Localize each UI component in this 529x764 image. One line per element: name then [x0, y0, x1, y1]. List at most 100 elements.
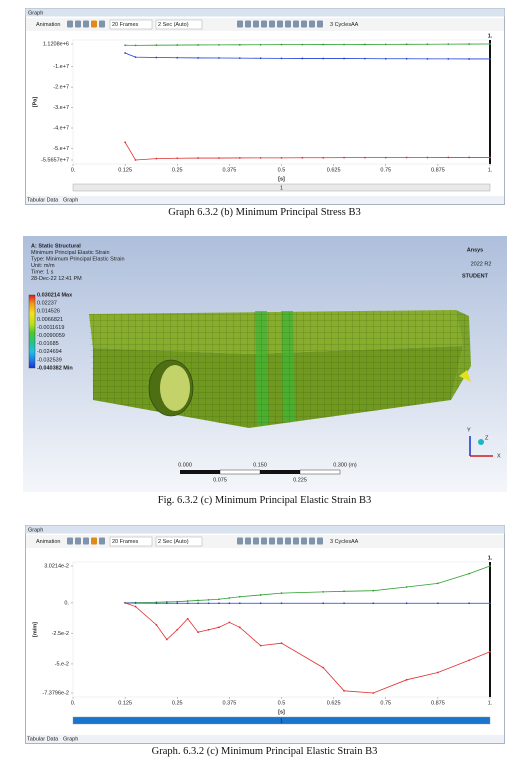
data-point: [259, 594, 262, 596]
toolbar-icon[interactable]: [253, 20, 259, 28]
data-point: [468, 58, 471, 60]
toolbar-icon[interactable]: [253, 537, 259, 545]
toolbar-icon[interactable]: [277, 20, 283, 28]
tab[interactable]: Tabular Data: [27, 197, 59, 203]
data-point: [343, 689, 345, 692]
data-point: [197, 44, 200, 46]
toolbar-icon[interactable]: [285, 20, 291, 28]
toolbar-icon[interactable]: [245, 537, 251, 545]
toolbar-icon[interactable]: [91, 20, 97, 28]
toolbar-icon[interactable]: [317, 537, 323, 545]
tab[interactable]: Graph: [63, 736, 78, 742]
toolbar-icon[interactable]: [75, 537, 81, 545]
data-point: [447, 43, 450, 46]
dropdown[interactable]: [109, 536, 153, 547]
window-title: Graph: [28, 527, 43, 533]
data-point: [155, 56, 158, 59]
logo-edition: STUDENT: [462, 273, 489, 279]
toolbar-icon[interactable]: [269, 537, 275, 545]
toolbar-item[interactable]: 2 Sec (Auto): [158, 22, 189, 28]
data-point: [197, 631, 200, 634]
logo-version: 2022 R2: [471, 261, 492, 267]
logo-brand: Ansys: [467, 247, 484, 253]
y-tick-label: -2.e+7: [53, 85, 69, 91]
toolbar-icon[interactable]: [99, 537, 105, 545]
tab[interactable]: Graph: [63, 197, 78, 203]
data-point: [165, 601, 168, 603]
data-point: [238, 57, 241, 60]
time-slider[interactable]: [72, 183, 491, 192]
dropdown[interactable]: [155, 536, 203, 547]
toolbar-item[interactable]: AA: [351, 22, 359, 28]
toolbar-icon[interactable]: [301, 537, 307, 545]
toolbar-icon[interactable]: [293, 537, 299, 545]
toolbar-icon[interactable]: [91, 537, 97, 545]
data-point: [259, 156, 262, 159]
data-point: [405, 678, 408, 681]
data-point: [259, 43, 262, 46]
scale-bar: [180, 469, 341, 475]
legend-label: -0.0011619: [37, 325, 64, 331]
data-point: [405, 156, 408, 159]
toolbar-icon[interactable]: [261, 20, 267, 28]
data-point: [176, 600, 179, 603]
data-point: [489, 58, 491, 60]
time-slider-label: 1: [280, 185, 283, 191]
toolbar-item[interactable]: 20 Frames: [112, 22, 139, 28]
data-point: [447, 57, 450, 60]
data-point: [238, 602, 241, 605]
dropdown[interactable]: [155, 19, 203, 30]
toolbar-icon[interactable]: [285, 537, 291, 545]
toolbar-icon[interactable]: [99, 20, 105, 28]
toolbar-icon[interactable]: [237, 20, 243, 28]
toolbar-icon[interactable]: [261, 537, 267, 545]
x-tick-label: 1.: [488, 167, 493, 173]
toolbar-item[interactable]: 3 Cycles: [330, 22, 351, 28]
toolbar-icon[interactable]: [309, 537, 315, 545]
x-tick-label: 0.75: [380, 167, 391, 173]
data-point: [489, 650, 491, 653]
toolbar-item[interactable]: 3 Cycles: [330, 539, 351, 545]
toolbar-icon[interactable]: [67, 20, 73, 28]
toolbar-icon[interactable]: [237, 537, 243, 545]
data-point: [218, 598, 220, 601]
x-tick-label: 0.5: [278, 167, 286, 173]
data-point: [134, 602, 137, 605]
toolbar-item[interactable]: 2 Sec (Auto): [158, 539, 189, 545]
toolbar-icon[interactable]: [269, 20, 275, 28]
legend-colorbar: [28, 294, 36, 369]
toolbar-item[interactable]: Animation: [36, 22, 60, 28]
toolbar-icon[interactable]: [67, 537, 73, 545]
toolbar-icon[interactable]: [277, 537, 283, 545]
toolbar-icon[interactable]: [317, 20, 323, 28]
data-point: [124, 601, 127, 604]
data-point: [426, 57, 429, 60]
data-point: [343, 156, 345, 159]
data-point: [322, 57, 325, 60]
y-tick-label: -1.e+7: [53, 64, 69, 70]
toolbar-icon[interactable]: [83, 537, 89, 545]
toolbar-icon[interactable]: [83, 20, 89, 28]
data-point: [218, 157, 220, 159]
x-tick-label: 0.875: [431, 167, 445, 173]
toolbar-icon[interactable]: [75, 20, 81, 28]
toolbar-item[interactable]: Animation: [36, 539, 60, 545]
data-point: [134, 56, 137, 59]
tab[interactable]: Tabular Data: [27, 736, 59, 742]
data-point: [228, 597, 231, 599]
data-point: [405, 57, 408, 60]
toolbar-icon[interactable]: [245, 20, 251, 28]
dropdown[interactable]: [109, 19, 153, 30]
time-slider[interactable]: [72, 716, 491, 725]
header-line: Unit: m/m: [31, 263, 55, 269]
data-point: [238, 595, 241, 598]
toolbar-item[interactable]: AA: [351, 539, 359, 545]
toolbar-icon[interactable]: [301, 20, 307, 28]
header-line: Minimum Principal Elastic Strain: [31, 250, 110, 256]
data-point: [124, 44, 127, 47]
toolbar-icon[interactable]: [293, 20, 299, 28]
toolbar-icon[interactable]: [309, 20, 315, 28]
data-point: [426, 43, 429, 46]
toolbar-item[interactable]: 20 Frames: [112, 539, 139, 545]
